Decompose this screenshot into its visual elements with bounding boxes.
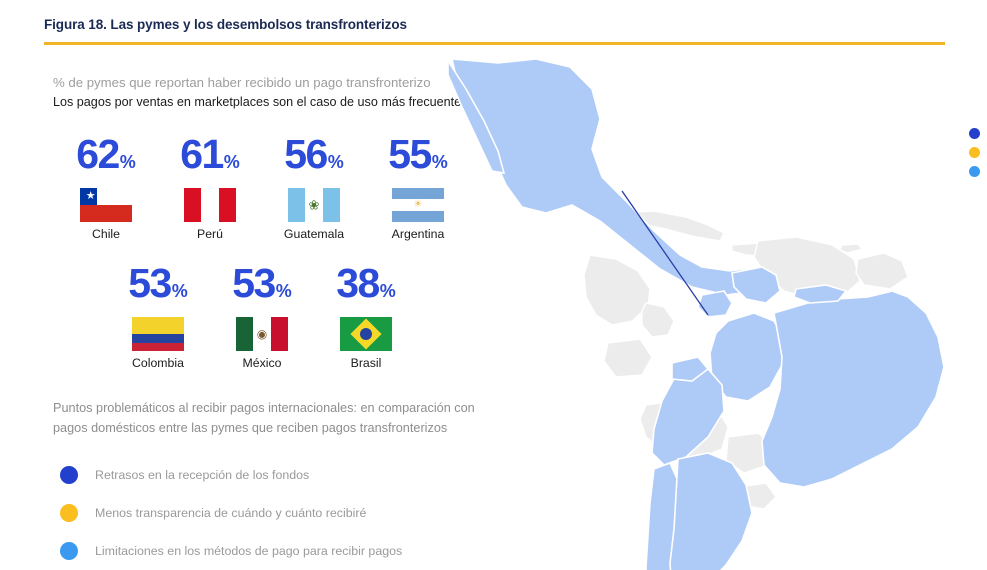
map-svg	[447, 58, 945, 570]
stat-value-guatemala: 56 %	[284, 134, 344, 175]
flag-brasil-icon	[340, 317, 392, 351]
stat-number: 53	[128, 260, 172, 306]
percent-symbol: %	[275, 281, 292, 301]
stat-number: 53	[232, 260, 276, 306]
subtitle-primary: % de pymes que reportan haber recibido u…	[53, 75, 431, 90]
legend-label: Retrasos en la recepción de los fondos	[95, 468, 310, 482]
percent-symbol: %	[327, 152, 344, 172]
percent-symbol: %	[119, 152, 136, 172]
legend-item-delays: Retrasos en la recepción de los fondos	[60, 461, 402, 489]
country-label: Chile	[91, 227, 121, 241]
stat-peru: 61 % Perú	[158, 134, 262, 242]
title-accent-rule	[44, 42, 945, 45]
stat-chile: 62 % ★ Chile	[54, 134, 158, 242]
legend-dot-icon	[60, 542, 78, 560]
stat-brasil: 38 % Brasil	[314, 263, 418, 371]
flag-argentina-icon: ☀	[392, 188, 444, 222]
legend-dot-icon	[60, 504, 78, 522]
legend-dot-icon	[60, 466, 78, 484]
pain-points-intro: Puntos problemáticos al recibir pagos in…	[53, 401, 475, 435]
legend-label: Limitaciones en los métodos de pago para…	[95, 544, 403, 558]
legend-label: Menos transparencia de cuándo y cuánto r…	[95, 506, 367, 520]
stat-colombia: 53 % Colombia	[106, 263, 210, 371]
stat-mexico: 53 % ◉ México	[210, 263, 314, 371]
map-label-group-mexico: 23% 16% 20%	[969, 124, 987, 181]
flag-mexico-icon: ◉	[236, 317, 288, 351]
country-label: Guatemala	[283, 227, 345, 241]
percent-symbol: %	[223, 152, 240, 172]
stat-number: 55	[388, 131, 432, 177]
stat-number: 61	[180, 131, 224, 177]
map-neutral-countries	[583, 210, 909, 510]
map-highlighted-countries	[447, 58, 945, 570]
page-title: Figura 18. Las pymes y los desembolsos t…	[44, 17, 407, 32]
flag-colombia-icon	[132, 317, 184, 351]
country-label: Brasil	[350, 356, 382, 370]
legend-item-methods: Limitaciones en los métodos de pago para…	[60, 537, 402, 565]
leader-line-guatemala	[621, 190, 709, 316]
flag-chile-icon: ★	[80, 188, 132, 222]
country-label: Argentina	[391, 227, 445, 241]
percent-symbol: %	[379, 281, 396, 301]
legend: Retrasos en la recepción de los fondos M…	[60, 461, 402, 570]
map-label-row: 20%	[969, 162, 987, 181]
stat-number: 38	[336, 260, 380, 306]
stat-number: 62	[76, 131, 120, 177]
stat-value-colombia: 53 %	[128, 263, 188, 304]
stat-value-argentina: 55 %	[388, 134, 448, 175]
country-label: México	[242, 356, 282, 370]
flag-guatemala-icon: ❀	[288, 188, 340, 222]
percent-symbol: %	[171, 281, 188, 301]
stat-argentina: 55 % ☀ Argentina	[366, 134, 470, 242]
stat-value-peru: 61 %	[180, 134, 240, 175]
percent-symbol: %	[431, 152, 448, 172]
subtitle-secondary: Los pagos por ventas en marketplaces son…	[53, 95, 462, 109]
flag-peru-icon	[184, 188, 236, 222]
stats-row-primary: 62 % ★ Chile 61 % Perú 56 %	[54, 134, 470, 242]
stat-guatemala: 56 % ❀ Guatemala	[262, 134, 366, 242]
legend-dot-icon	[969, 166, 980, 177]
stat-value-brasil: 38 %	[336, 263, 396, 304]
map-label-row: 16%	[969, 143, 987, 162]
country-label: Colombia	[132, 356, 184, 370]
stat-number: 56	[284, 131, 328, 177]
legend-dot-icon	[969, 128, 980, 139]
stats-row-secondary: 53 % Colombia 53 % ◉ México 38 %	[106, 263, 418, 371]
map-label-row: 23%	[969, 124, 987, 143]
stat-value-chile: 62 %	[76, 134, 136, 175]
legend-item-transparency: Menos transparencia de cuándo y cuánto r…	[60, 499, 402, 527]
legend-dot-icon	[969, 147, 980, 158]
country-label: Perú	[197, 227, 223, 241]
stat-value-mexico: 53 %	[232, 263, 292, 304]
latin-america-map: 23% 16% 20% 22% 18% 20%	[440, 45, 987, 570]
